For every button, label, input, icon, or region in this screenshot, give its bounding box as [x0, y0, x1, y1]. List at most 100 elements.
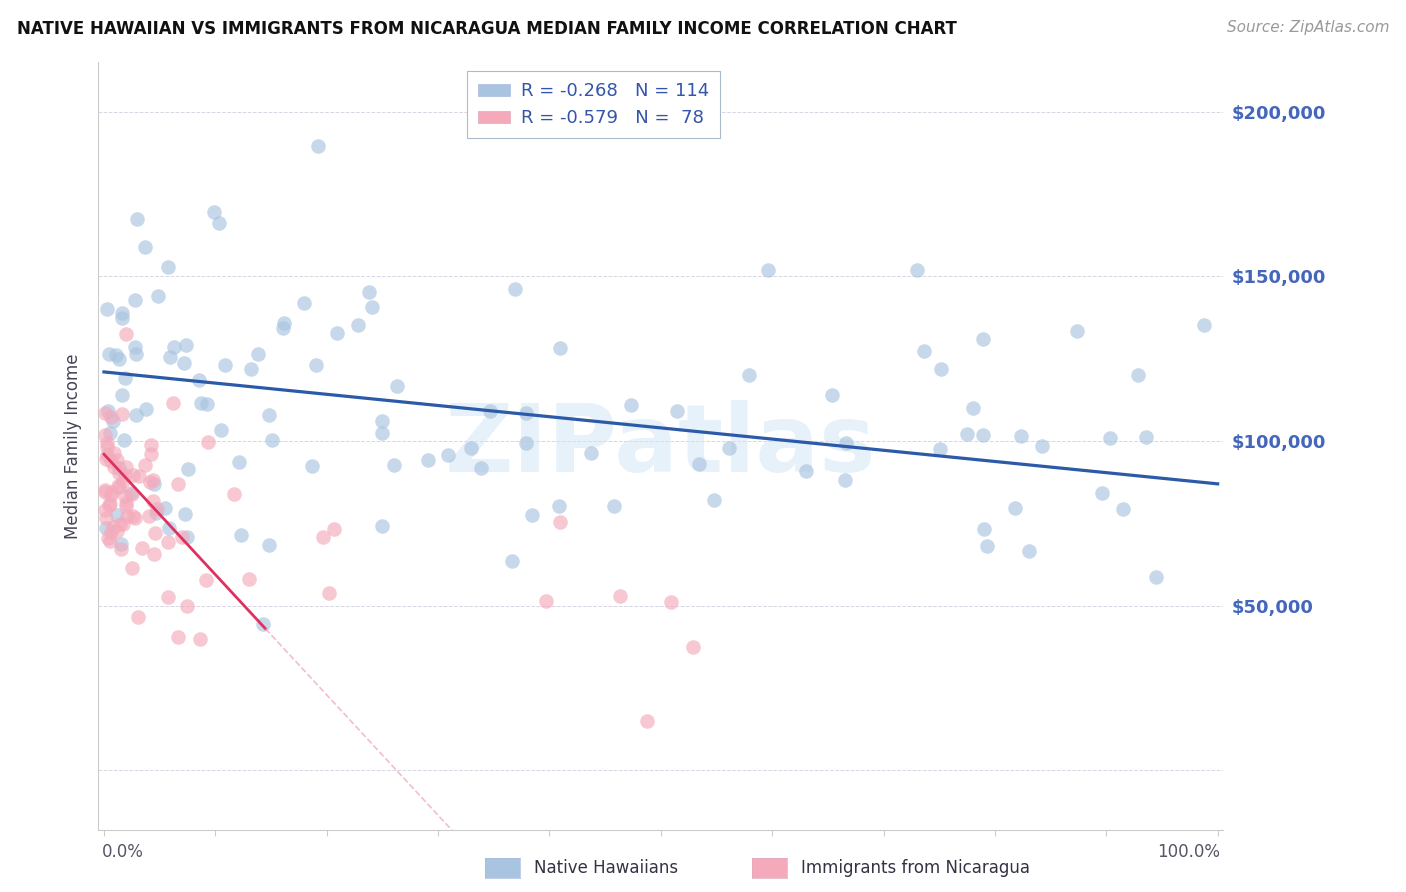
Point	[97, 531, 120, 545]
Point	[665, 403, 688, 417]
Text: 100.0%: 100.0%	[1157, 843, 1220, 861]
Point	[609, 589, 631, 603]
Point	[107, 478, 129, 492]
Point	[835, 436, 858, 450]
Point	[94, 483, 117, 497]
Point	[1144, 570, 1167, 584]
Point	[121, 509, 143, 524]
Point	[929, 442, 952, 457]
Point	[115, 327, 138, 342]
Point	[1066, 324, 1088, 338]
Point	[260, 433, 283, 447]
Point	[174, 507, 197, 521]
Point	[271, 320, 294, 334]
Point	[98, 498, 121, 512]
Point	[1018, 544, 1040, 558]
Point	[547, 499, 569, 513]
Point	[1192, 318, 1215, 332]
Point	[100, 488, 122, 502]
Point	[94, 503, 117, 517]
Point	[501, 554, 523, 568]
Point	[163, 340, 186, 354]
Point	[170, 530, 193, 544]
Point	[437, 449, 460, 463]
Point	[238, 572, 260, 586]
Point	[602, 500, 624, 514]
Point	[134, 239, 156, 253]
Point	[139, 438, 162, 452]
Point	[548, 515, 571, 529]
Point	[103, 446, 125, 460]
Point	[208, 216, 231, 230]
Point	[976, 539, 998, 553]
Text: Native Hawaiians: Native Hawaiians	[534, 859, 679, 877]
Point	[142, 493, 165, 508]
Point	[222, 486, 245, 500]
Point	[110, 537, 132, 551]
Text: NATIVE HAWAIIAN VS IMMIGRANTS FROM NICARAGUA MEDIAN FAMILY INCOME CORRELATION CH: NATIVE HAWAIIAN VS IMMIGRANTS FROM NICAR…	[17, 20, 956, 37]
Point	[240, 361, 263, 376]
Point	[273, 317, 295, 331]
Point	[157, 521, 180, 535]
Point	[520, 508, 543, 523]
Point	[138, 508, 160, 523]
Point	[636, 714, 658, 728]
Point	[229, 528, 252, 542]
Point	[114, 496, 136, 510]
Point	[1112, 501, 1135, 516]
Point	[111, 388, 134, 402]
Point	[371, 414, 394, 428]
Point	[100, 454, 122, 468]
Point	[105, 524, 128, 538]
Point	[97, 404, 120, 418]
Point	[347, 318, 370, 332]
Point	[214, 358, 236, 372]
Point	[962, 401, 984, 416]
Point	[111, 306, 134, 320]
Point	[121, 467, 143, 482]
Point	[114, 468, 136, 483]
Point	[322, 522, 344, 536]
Point	[111, 407, 134, 421]
Point	[111, 474, 134, 488]
Point	[127, 212, 149, 227]
Point	[301, 459, 323, 474]
Point	[209, 423, 232, 437]
Point	[105, 508, 128, 522]
Point	[166, 477, 188, 491]
Point	[956, 427, 979, 442]
Point	[515, 436, 537, 450]
Point	[821, 388, 844, 402]
Point	[197, 434, 219, 449]
Point	[94, 428, 117, 442]
Point	[1004, 500, 1026, 515]
Point	[112, 434, 135, 448]
Point	[139, 475, 162, 489]
Point	[128, 469, 150, 483]
Point	[100, 524, 122, 539]
Point	[146, 502, 169, 516]
Point	[114, 371, 136, 385]
Point	[478, 404, 501, 418]
Point	[688, 457, 710, 471]
Point	[115, 459, 138, 474]
Point	[110, 541, 132, 556]
Point	[1098, 431, 1121, 445]
Point	[104, 347, 127, 361]
Point	[127, 609, 149, 624]
Point	[912, 344, 935, 359]
Point	[756, 262, 779, 277]
Point	[247, 346, 270, 360]
Point	[1091, 486, 1114, 500]
Point	[108, 517, 131, 532]
Point	[177, 462, 200, 476]
Point	[162, 395, 184, 409]
Point	[131, 541, 153, 555]
Point	[195, 397, 218, 411]
Point	[100, 409, 122, 424]
Point	[534, 594, 557, 608]
Text: Source: ZipAtlas.com: Source: ZipAtlas.com	[1226, 20, 1389, 35]
Point	[318, 585, 340, 599]
Point	[252, 616, 274, 631]
Point	[703, 493, 725, 508]
